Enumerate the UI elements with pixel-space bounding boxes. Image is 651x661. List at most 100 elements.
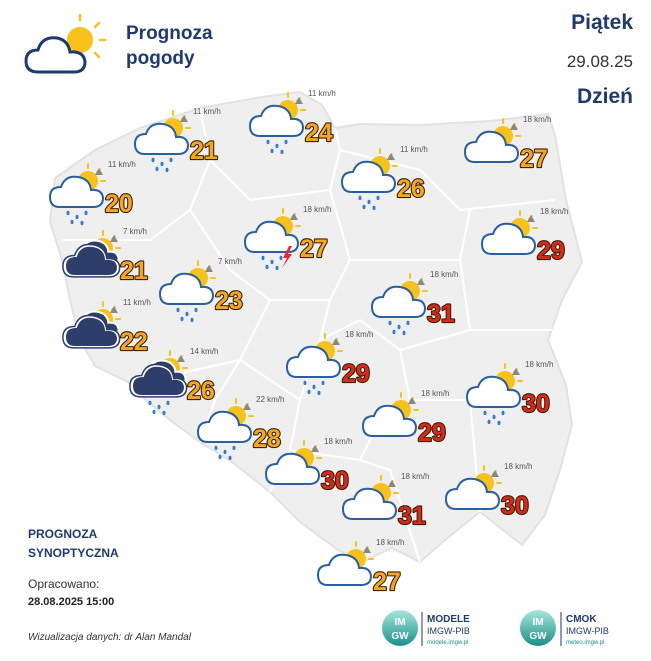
raindrop	[265, 264, 269, 270]
logo-badge: GW	[529, 631, 547, 642]
cloud	[465, 375, 522, 408]
forecast-point: 11 km/h 21	[133, 107, 221, 173]
date: 29.08.25	[567, 52, 633, 71]
logo-modele: IM GW MODELE IMGW-PIB modele.imgw.pl	[382, 610, 470, 646]
temperature: 27	[373, 568, 401, 596]
temperature: 30	[501, 492, 529, 520]
forecast-point: 18 km/h 30	[444, 462, 532, 521]
wind-arrow	[311, 445, 319, 452]
raindrop	[148, 400, 152, 406]
cloud	[130, 364, 187, 397]
wind-arrow	[388, 480, 396, 487]
raindrop	[80, 220, 84, 226]
temperature: 30	[321, 467, 349, 495]
credit: Wizualizacja danych: dr Alan Mandal	[28, 632, 192, 643]
raindrop	[84, 210, 88, 216]
raindrop	[483, 410, 487, 416]
cloud	[48, 175, 105, 208]
raindrop	[392, 329, 396, 335]
wind-speed: 7 km/h	[218, 257, 242, 266]
logo-badge: IM	[532, 617, 543, 628]
raindrop	[157, 404, 161, 410]
raindrop	[70, 219, 74, 225]
raindrop	[261, 255, 265, 261]
raindrop	[501, 410, 505, 416]
logo-badge: IM	[394, 617, 405, 628]
forecast-point: 11 km/h 20	[48, 160, 136, 226]
wind-speed: 18 km/h	[523, 115, 551, 124]
raindrop	[169, 157, 173, 163]
cloud	[463, 130, 520, 163]
wind-speed: 18 km/h	[430, 270, 458, 279]
wind-speed: 11 km/h	[400, 145, 428, 154]
raindrop	[376, 195, 380, 201]
temperature: 23	[215, 287, 243, 315]
forecast-point: 11 km/h 26	[340, 145, 428, 211]
wind-speed: 11 km/h	[123, 298, 151, 307]
cloud	[196, 410, 253, 443]
wind-speed: 18 km/h	[540, 207, 568, 216]
wind-speed: 18 km/h	[525, 360, 553, 369]
cloud	[63, 244, 120, 277]
wind-arrow	[295, 97, 303, 104]
forecast-point: 7 km/h 21	[62, 227, 149, 286]
footer-label: SYNOPTYCZNA	[28, 546, 119, 560]
logo-org: IMGW-PIB	[427, 626, 470, 636]
raindrop	[218, 454, 222, 460]
temperature: 31	[398, 502, 426, 530]
forecast-point: 18 km/h 27	[243, 205, 331, 271]
raindrop	[66, 210, 70, 216]
forecast-point: 14 km/h 26	[129, 347, 218, 416]
prepared-time: 28.08.2025 15:00	[28, 596, 114, 608]
raindrop	[223, 449, 227, 455]
raindrop	[194, 307, 198, 313]
raindrop	[151, 157, 155, 163]
temperature: 26	[187, 377, 215, 405]
logo-url: modele.imgw.pl	[427, 640, 468, 646]
raindrop	[228, 455, 232, 461]
prepared-label: Opracowano:	[28, 577, 99, 591]
raindrop	[492, 414, 496, 420]
forecast-point: 18 km/h 30	[465, 360, 553, 426]
raindrop	[180, 316, 184, 322]
forecast-point: 18 km/h 29	[285, 330, 373, 396]
wind-speed: 18 km/h	[376, 538, 404, 547]
wind-speed: 18 km/h	[504, 462, 532, 471]
temperature: 21	[120, 257, 148, 285]
logo-cmok: IM GW CMOK IMGW-PIB meteo.imgw.pl	[520, 610, 609, 646]
logo-org: IMGW-PIB	[566, 626, 609, 636]
wind-arrow	[243, 403, 251, 410]
wind-arrow	[387, 153, 395, 160]
raindrop	[497, 420, 501, 426]
raindrop	[406, 320, 410, 326]
temperature: 24	[305, 119, 333, 147]
raindrop	[185, 311, 189, 317]
raindrop	[397, 324, 401, 330]
raindrop	[275, 265, 279, 271]
wind-arrow	[290, 213, 298, 220]
forecast-point: 7 km/h 23	[158, 257, 244, 323]
temperature: 26	[397, 175, 425, 203]
raindrop	[152, 409, 156, 415]
wind-speed: 18 km/h	[303, 205, 331, 214]
title: Prognoza	[126, 23, 213, 44]
raindrop	[176, 307, 180, 313]
raindrop	[321, 380, 325, 386]
cloud	[285, 345, 342, 378]
wind-speed: 11 km/h	[193, 107, 221, 116]
cloud	[361, 404, 418, 437]
wind-arrow	[527, 215, 535, 222]
title: pogody	[126, 48, 195, 69]
forecast-point: 18 km/h 29	[361, 389, 449, 448]
wind-arrow	[110, 235, 118, 242]
logo-name: CMOK	[566, 614, 597, 625]
wind-speed: 7 km/h	[123, 227, 147, 236]
wind-speed: 14 km/h	[190, 347, 218, 356]
raindrop	[166, 400, 170, 406]
wind-arrow	[332, 338, 340, 345]
raindrop	[388, 320, 392, 326]
forecast-point: 11 km/h 22	[62, 298, 151, 357]
cloud	[340, 160, 397, 193]
forecast-point: 18 km/h 27	[463, 115, 551, 174]
raindrop	[232, 445, 236, 451]
